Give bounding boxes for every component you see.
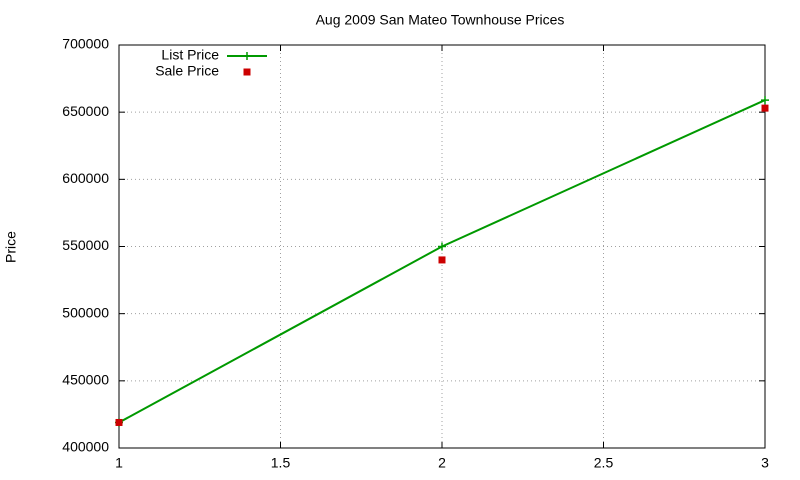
y-axis-label: Price xyxy=(3,231,19,263)
y-tick-label: 550000 xyxy=(62,237,109,253)
legend-marker xyxy=(243,68,251,76)
data-point xyxy=(761,96,769,105)
x-tick-label: 2 xyxy=(438,455,446,471)
y-tick-label: 600000 xyxy=(62,170,109,186)
legend-label: Sale Price xyxy=(155,63,219,79)
y-tick-label: 500000 xyxy=(62,304,109,320)
chart-title: Aug 2009 San Mateo Townhouse Prices xyxy=(316,12,565,28)
x-tick-label: 2.5 xyxy=(594,455,614,471)
legend-marker xyxy=(243,52,251,60)
y-tick-label: 700000 xyxy=(62,36,109,52)
x-tick-label: 1.5 xyxy=(271,455,291,471)
y-tick-label: 400000 xyxy=(62,439,109,455)
data-point xyxy=(115,418,123,426)
y-tick-label: 650000 xyxy=(62,103,109,119)
plot-frame xyxy=(118,44,766,449)
x-tick-label: 3 xyxy=(761,455,769,471)
legend-label: List Price xyxy=(161,47,219,63)
data-point xyxy=(761,104,769,112)
data-point xyxy=(438,242,446,251)
y-tick-label: 450000 xyxy=(62,372,109,388)
data-point xyxy=(438,256,446,264)
x-tick-label: 1 xyxy=(115,455,123,471)
